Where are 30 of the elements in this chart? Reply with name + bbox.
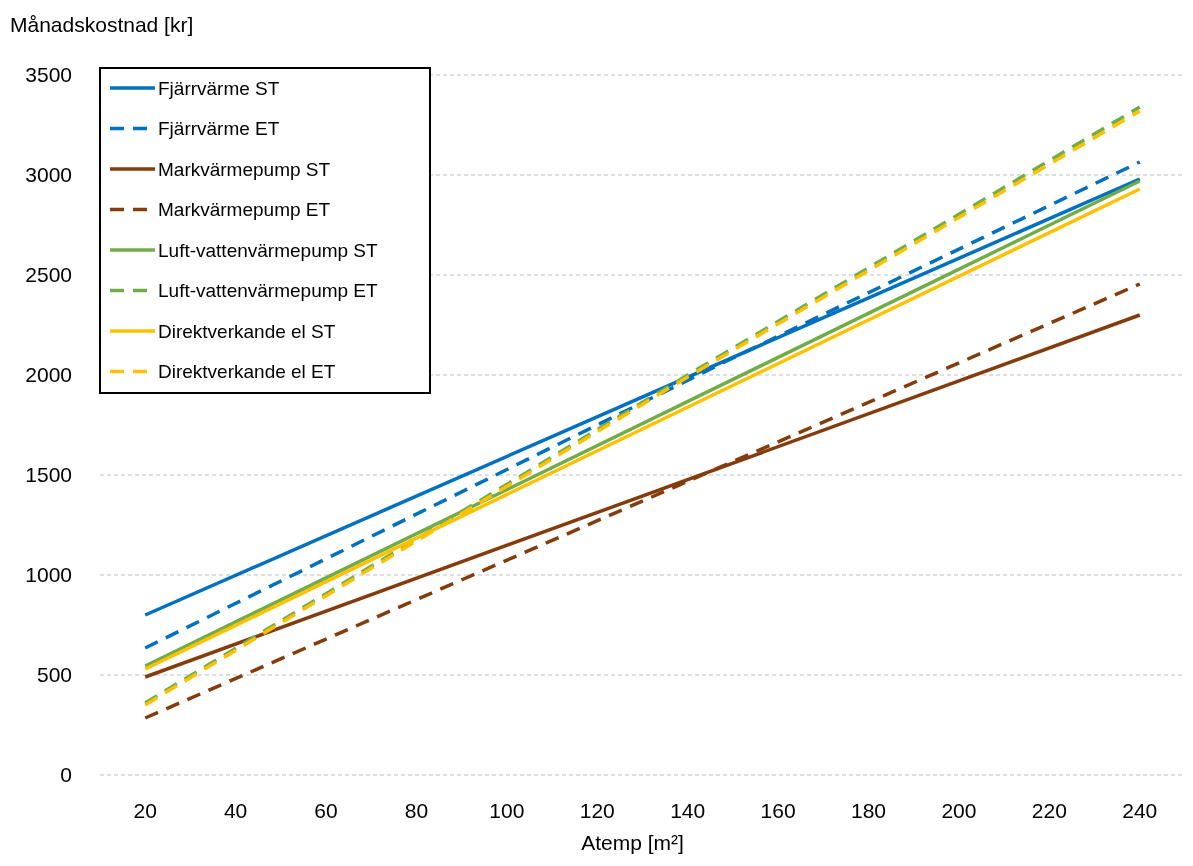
x-tick-label: 200 xyxy=(941,799,977,822)
legend-label: Luft-vattenvärmepump ST xyxy=(158,239,379,261)
y-tick-label: 3000 xyxy=(25,163,72,187)
x-tick-label: 20 xyxy=(133,799,157,822)
x-tick-label: 240 xyxy=(1122,799,1158,822)
x-tick-label: 100 xyxy=(489,799,525,822)
y-tick-label: 2000 xyxy=(25,363,72,387)
x-tick-label: 60 xyxy=(314,799,338,822)
x-tick-label: 120 xyxy=(579,799,615,822)
y-tick-label: 0 xyxy=(60,763,72,787)
legend-label: Fjärrvärme ST xyxy=(158,77,280,99)
x-tick-label: 40 xyxy=(223,799,248,822)
legend-label: Markvärmepump ST xyxy=(158,158,331,180)
x-tick-label: 140 xyxy=(670,799,706,822)
y-tick-label: 1500 xyxy=(25,463,72,487)
x-axis-title: Atemp [m²] xyxy=(581,831,684,854)
x-tick-label: 220 xyxy=(1031,799,1067,822)
y-tick-label: 500 xyxy=(36,663,72,687)
x-tick-label: 180 xyxy=(851,799,887,822)
y-tick-label: 3500 xyxy=(25,63,72,87)
y-tick-label: 2500 xyxy=(25,263,72,287)
y-axis-title: Månadskostnad [kr] xyxy=(10,13,194,36)
legend-label: Fjärrvärme ET xyxy=(158,118,280,140)
legend-label: Direktverkande el ET xyxy=(158,361,336,383)
legend-label: Markvärmepump ET xyxy=(158,199,331,221)
legend-label: Luft-vattenvärmepump ET xyxy=(158,280,379,302)
x-tick-label: 160 xyxy=(760,799,796,822)
legend-label: Direktverkande el ST xyxy=(158,320,336,342)
y-tick-label: 1000 xyxy=(25,563,72,587)
x-tick-label: 80 xyxy=(404,799,429,822)
